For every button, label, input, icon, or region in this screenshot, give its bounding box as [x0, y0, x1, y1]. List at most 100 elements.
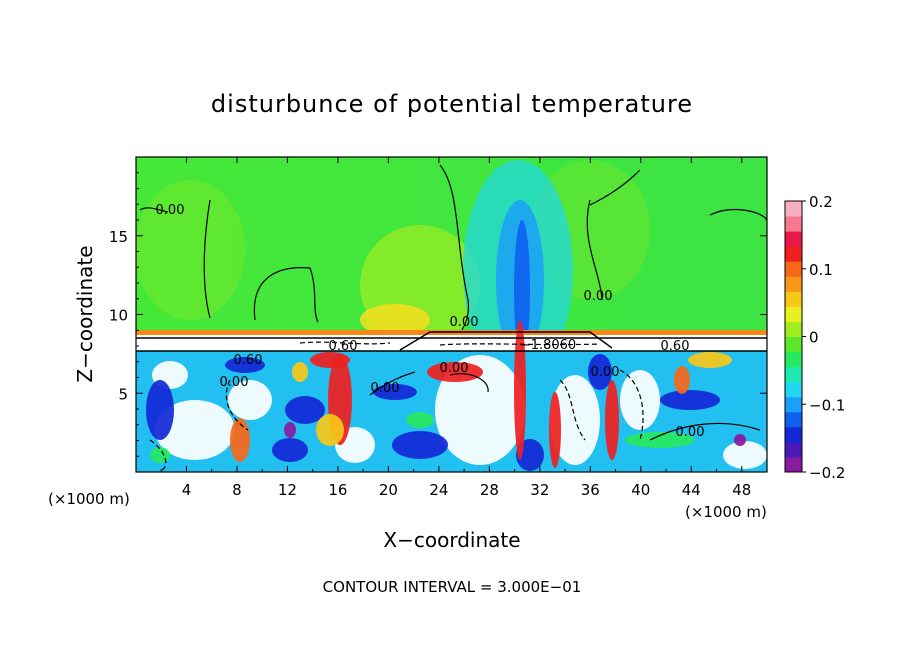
- colorbar-segment: [785, 246, 802, 262]
- turbulence-patch: [660, 390, 720, 410]
- turbulence-patch: [373, 384, 417, 400]
- turbulence-patch: [514, 320, 526, 460]
- x-unit-right: (×1000 m): [685, 503, 767, 521]
- turbulence-patch: [228, 380, 272, 420]
- turbulence-patch: [146, 380, 174, 440]
- chart-title: disturbunce of potential temperature: [211, 90, 693, 118]
- x-tick-label: 48: [732, 481, 751, 499]
- colorbar-segment: [785, 201, 802, 217]
- turbulence-patch: [688, 352, 732, 368]
- contour-line: [139, 207, 169, 213]
- contour-label: 0.00: [220, 375, 249, 390]
- contour-label: −1.8060: [520, 338, 576, 353]
- colorbar-segment: [785, 456, 802, 473]
- x-tick-label: 36: [581, 481, 600, 499]
- turbulence-patch: [392, 431, 448, 459]
- colorbar-tick-label: −0.2: [809, 464, 845, 482]
- contour-line: [619, 369, 644, 441]
- colorbar-segment: [785, 336, 802, 353]
- contour-line: [649, 422, 761, 441]
- contour-line: [149, 439, 167, 471]
- contour-label: 0.00: [371, 381, 400, 396]
- turbulence-patch: [150, 447, 170, 463]
- turbulence-patch: [155, 400, 235, 460]
- turbulence-patch: [284, 422, 296, 438]
- contour-lines: [136, 164, 767, 471]
- x-tick-label: 12: [278, 481, 297, 499]
- contour-line: [203, 199, 211, 319]
- contour-label: 0.00: [676, 425, 705, 440]
- turbulence-patch: [230, 418, 250, 462]
- turbulence-patch: [292, 362, 308, 382]
- x-tick-label: 32: [530, 481, 549, 499]
- contour-line: [589, 169, 641, 206]
- turbulence-patch: [588, 354, 612, 390]
- turbulence-patch: [310, 352, 350, 368]
- contour-line: [439, 164, 470, 331]
- colorbar-segment: [785, 351, 802, 368]
- colorbar-tick-label: −0.1: [809, 396, 845, 414]
- contour-line: [586, 199, 603, 301]
- turbulence-patch: [620, 370, 660, 430]
- contour-line: [369, 371, 416, 396]
- turbulence-patch: [549, 392, 561, 468]
- x-tick-label: 40: [631, 481, 650, 499]
- y-axis-title: Z−coordinate: [73, 245, 97, 382]
- contour-line: [399, 331, 613, 351]
- x-tick-label: 20: [379, 481, 398, 499]
- turbulence-patch: [605, 380, 619, 460]
- contour-label: 0.60: [329, 339, 358, 354]
- contour-label-layer: 0.00 0.00 0.00 0.60 0.60 0.00 0.00 0.00 −1.8060 0…: [156, 203, 705, 440]
- colorbar-segment: [785, 306, 802, 322]
- turbulence-patch: [272, 438, 308, 462]
- colorbar-tick-label: 0.2: [809, 193, 833, 211]
- contour-line: [559, 379, 586, 441]
- turbulence-patch: [427, 362, 483, 382]
- colorbar-segment: [785, 411, 802, 428]
- colorbar-tick-label: 0.1: [809, 261, 833, 279]
- colorbar-segment: [785, 381, 802, 398]
- colorbar-tick-label: 0: [809, 329, 819, 347]
- x-tick-label: 28: [480, 481, 499, 499]
- contour-label: 0.00: [584, 289, 613, 304]
- y-axis-ticks: 5 10 15: [109, 172, 767, 457]
- colorbar-segment: [785, 291, 802, 307]
- contour-line: [253, 267, 319, 323]
- contour-interval-note: CONTOUR INTERVAL = 3.000E−01: [323, 578, 582, 596]
- turbulence-patch: [734, 434, 746, 446]
- colorbar-segment: [785, 231, 802, 247]
- contour-line: [709, 209, 767, 221]
- x-axis-ticks: 4 8 12 16 20 24 28 32 36 40 44 48: [160, 157, 751, 499]
- colorbar-segment: [785, 321, 802, 337]
- x-tick-label: 4: [182, 481, 192, 499]
- contour-label: 0.60: [234, 353, 263, 368]
- turbulence-patch: [723, 441, 767, 469]
- contour-line: [449, 373, 489, 393]
- x-tick-label: 24: [429, 481, 448, 499]
- turbulence-patch: [625, 432, 695, 448]
- turbulence-patch: [435, 355, 525, 465]
- turbulence-patch: [285, 396, 325, 424]
- colorbar-segment: [785, 261, 802, 277]
- warm-patch: [360, 304, 430, 336]
- colorbar-segment: [785, 441, 802, 458]
- colorbar-segment: [785, 426, 802, 443]
- contour-line: [439, 343, 601, 346]
- contour-label: 0.00: [440, 361, 469, 376]
- x-axis-title: X−coordinate: [383, 528, 520, 552]
- colorbar-segment: [785, 396, 802, 413]
- colorbar: 0.2 0.1 0 −0.1 −0.2: [784, 193, 845, 482]
- turbulence-patch: [674, 366, 690, 394]
- x-tick-label: 44: [682, 481, 701, 499]
- colorbar-segment: [785, 216, 802, 232]
- contour-line: [299, 341, 391, 345]
- contour-label: 0.00: [450, 315, 479, 330]
- x-tick-label: 16: [328, 481, 347, 499]
- colorbar-segment: [785, 366, 802, 383]
- y-tick-label: 10: [109, 307, 128, 325]
- lower-turbulence: [146, 320, 767, 471]
- y-tick-label: 5: [118, 385, 128, 403]
- contour-label: 0.60: [661, 339, 690, 354]
- contour-label: 0.00: [591, 365, 620, 380]
- x-tick-label: 8: [232, 481, 242, 499]
